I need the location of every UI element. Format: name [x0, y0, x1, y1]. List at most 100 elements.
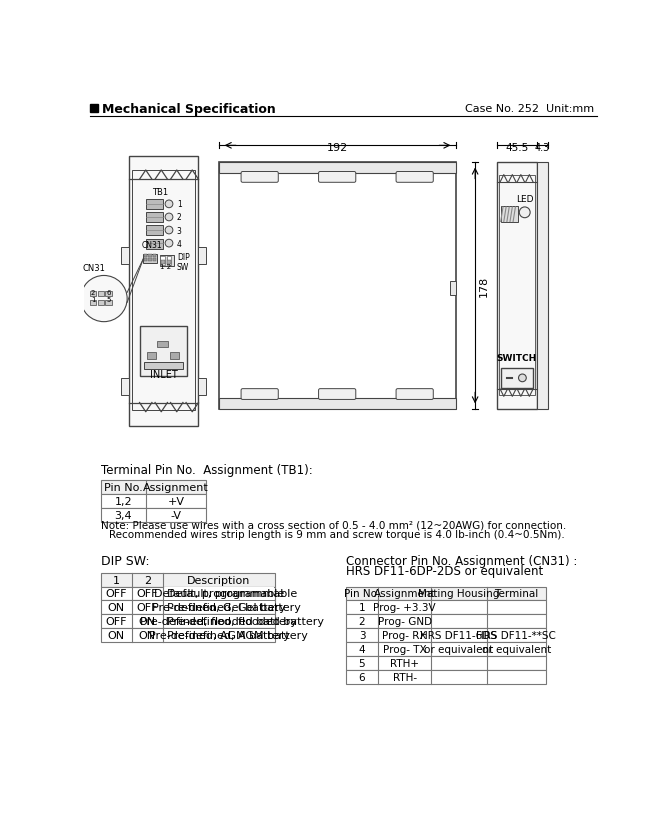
Text: ON: ON: [108, 603, 125, 613]
Bar: [121, 247, 129, 265]
Text: Note: Please use wires with a cross section of 0.5 - 4.0 mm² (12~20AWG) for conn: Note: Please use wires with a cross sect…: [100, 520, 566, 530]
Text: DIP
SW: DIP SW: [177, 252, 190, 272]
Text: HRS DF11-6DS: HRS DF11-6DS: [420, 630, 497, 640]
Text: Pin No.: Pin No.: [104, 483, 143, 493]
Text: 1: 1: [113, 575, 120, 585]
Circle shape: [165, 240, 173, 247]
Text: 192: 192: [327, 143, 348, 153]
Bar: [157, 342, 168, 347]
Text: Description: Description: [188, 575, 251, 585]
Text: 6: 6: [358, 672, 365, 681]
Text: 1,2: 1,2: [115, 496, 132, 506]
Text: 1: 1: [358, 603, 365, 613]
Bar: [100, 587, 275, 600]
Bar: [159, 256, 174, 267]
Text: Terminal: Terminal: [494, 589, 538, 599]
Bar: [346, 600, 545, 614]
Bar: [149, 258, 151, 261]
Bar: [153, 255, 156, 258]
Text: 3,4: 3,4: [115, 510, 132, 520]
Text: OFF: OFF: [137, 603, 158, 613]
Text: Recommended wires strip length is 9 mm and screw torque is 4.0 lb-inch (0.4~0.5N: Recommended wires strip length is 9 mm a…: [109, 529, 564, 539]
Bar: [163, 588, 275, 600]
Bar: [346, 614, 545, 629]
Text: 1: 1: [91, 297, 95, 303]
FancyBboxPatch shape: [396, 172, 433, 183]
Circle shape: [519, 375, 526, 382]
Bar: [500, 207, 518, 222]
Text: HRS DF11-**SC: HRS DF11-**SC: [476, 630, 556, 640]
Bar: [143, 255, 157, 264]
Bar: [500, 368, 533, 389]
Text: 4: 4: [358, 644, 365, 654]
Circle shape: [165, 227, 173, 235]
Bar: [537, 372, 543, 386]
Text: Unit:mm: Unit:mm: [545, 104, 594, 114]
Bar: [497, 163, 537, 409]
Text: Pre-defined, AGM battery: Pre-defined, AGM battery: [149, 630, 289, 640]
Bar: [90, 291, 96, 297]
Text: CN31: CN31: [82, 263, 105, 272]
Text: or equivalent: or equivalent: [482, 644, 551, 654]
Text: DIP SW:: DIP SW:: [100, 554, 149, 566]
Bar: [100, 600, 275, 614]
Text: Pre-defined, AGM battery: Pre-defined, AGM battery: [167, 630, 308, 640]
Text: Mechanical Specification: Mechanical Specification: [102, 103, 275, 116]
Text: OFF: OFF: [106, 616, 127, 626]
Circle shape: [165, 214, 173, 222]
Text: 4: 4: [177, 239, 182, 248]
Bar: [161, 261, 165, 265]
FancyBboxPatch shape: [241, 390, 278, 400]
Text: Mating Housing: Mating Housing: [418, 589, 500, 599]
Text: INLET: INLET: [149, 370, 178, 380]
Text: 178: 178: [479, 275, 489, 297]
Bar: [219, 163, 456, 409]
Bar: [198, 247, 206, 265]
Bar: [161, 257, 165, 266]
Text: or equivalent: or equivalent: [424, 644, 494, 654]
Bar: [144, 362, 183, 370]
Text: Pre-defined, Gel battery: Pre-defined, Gel battery: [152, 603, 286, 613]
Text: LED: LED: [516, 195, 533, 203]
Text: ON: ON: [139, 616, 156, 626]
FancyBboxPatch shape: [318, 172, 356, 183]
Bar: [146, 213, 163, 223]
Text: Case No. 252: Case No. 252: [465, 104, 539, 114]
Bar: [100, 573, 275, 587]
Bar: [105, 291, 112, 297]
Text: OFF: OFF: [137, 589, 158, 599]
Text: Prog- GND: Prog- GND: [377, 616, 431, 626]
Bar: [163, 629, 275, 642]
Bar: [100, 629, 275, 643]
Bar: [219, 163, 456, 174]
Bar: [163, 615, 275, 628]
Bar: [163, 601, 275, 614]
Text: Connector Pin No. Assignment (CN31) :: Connector Pin No. Assignment (CN31) :: [346, 554, 577, 566]
Text: CN31: CN31: [142, 241, 163, 250]
Text: ON: ON: [139, 630, 156, 640]
Bar: [105, 301, 112, 306]
Bar: [121, 379, 129, 395]
Bar: [346, 643, 545, 656]
Bar: [346, 587, 545, 600]
Bar: [144, 255, 147, 258]
Text: +V: +V: [168, 496, 184, 506]
Bar: [149, 255, 151, 258]
Bar: [499, 175, 535, 395]
Bar: [146, 200, 163, 210]
Bar: [167, 257, 172, 266]
Text: Pin No.: Pin No.: [344, 589, 380, 599]
Text: Default, programmable: Default, programmable: [167, 589, 297, 599]
Bar: [153, 258, 156, 261]
Bar: [346, 629, 545, 643]
Text: 4.3: 4.3: [535, 143, 550, 153]
Text: Pre-defined, flooded battery: Pre-defined, flooded battery: [167, 616, 324, 626]
Text: 2: 2: [358, 616, 365, 626]
Text: ON: ON: [108, 630, 125, 640]
Bar: [198, 379, 206, 395]
Bar: [346, 656, 545, 670]
Text: 2: 2: [91, 289, 95, 295]
Circle shape: [519, 208, 530, 218]
Text: Prog- +3.3V: Prog- +3.3V: [373, 603, 436, 613]
Bar: [90, 301, 96, 306]
